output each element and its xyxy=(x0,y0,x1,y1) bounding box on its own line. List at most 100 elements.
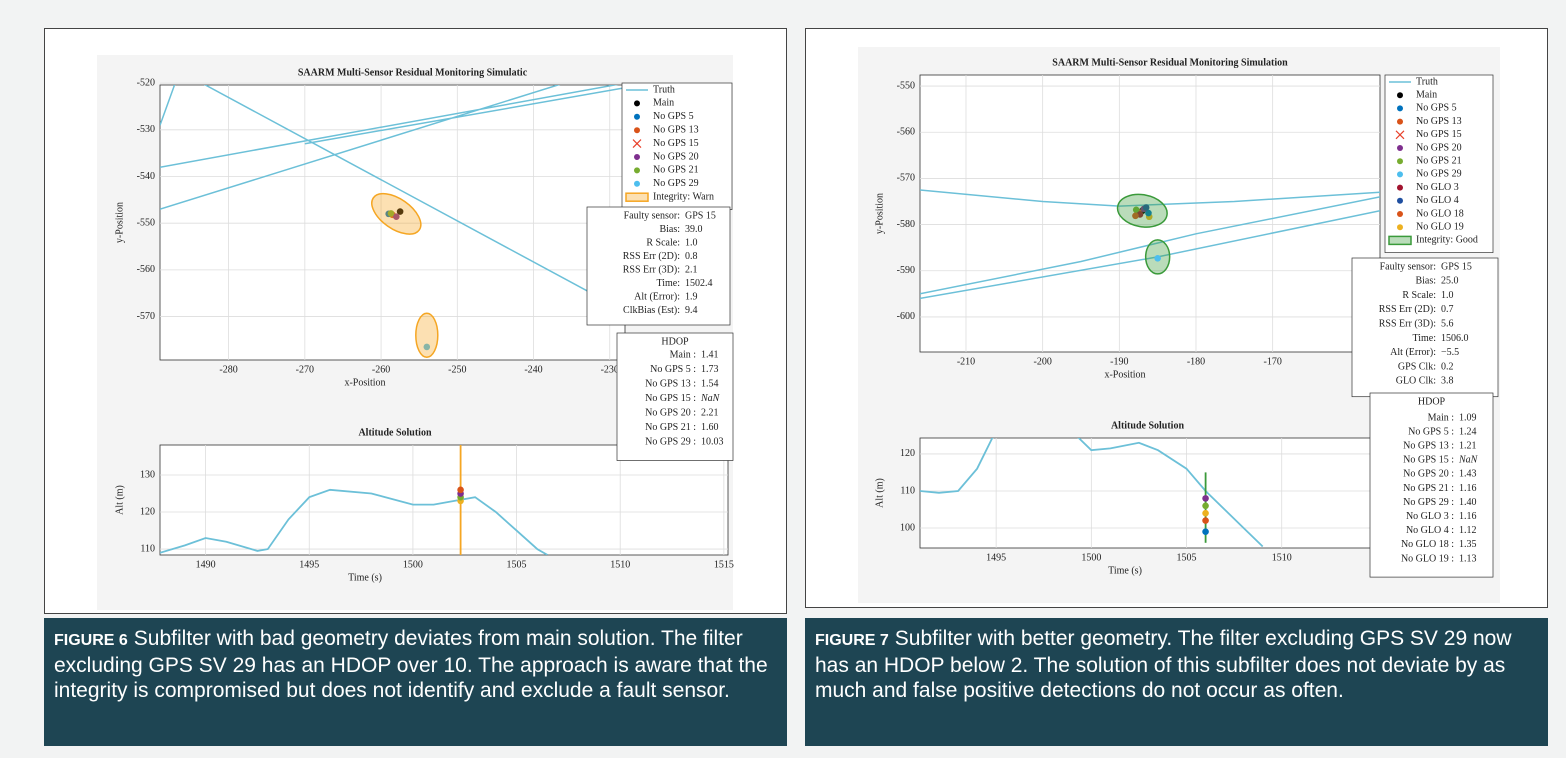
plot-content xyxy=(920,189,1380,300)
point xyxy=(1202,509,1209,517)
info-value: −5.5 xyxy=(1441,347,1459,358)
chart-title: SAARM Multi-Sensor Residual Monitoring S… xyxy=(298,67,528,78)
info-label: RSS Err (2D): xyxy=(1379,304,1436,315)
x-tick-label: -280 xyxy=(219,364,237,375)
y-tick-label: -520 xyxy=(137,77,155,88)
x-tick-label: 1505 xyxy=(507,559,527,570)
hdop-value: 1.54 xyxy=(701,378,719,389)
plot-area xyxy=(919,437,1376,549)
point xyxy=(387,210,395,217)
x-tick-label: 1495 xyxy=(299,559,319,570)
info-label: GLO Clk: xyxy=(1396,376,1436,387)
y-tick-label: -570 xyxy=(897,173,915,184)
legend-label: No GPS 15 xyxy=(653,138,699,149)
hdop-value: 1.21 xyxy=(1459,440,1477,451)
hdop-label: No GPS 20 : xyxy=(1403,469,1454,480)
y-tick-label: 120 xyxy=(900,448,915,459)
legend-swatch xyxy=(632,139,642,149)
x-tick-label: -260 xyxy=(372,364,390,375)
info-value: GPS 15 xyxy=(1441,261,1472,272)
y-axis-label: Alt (m) xyxy=(114,485,125,515)
legend-label: No GLO 19 xyxy=(1416,221,1464,232)
y-tick-label: -600 xyxy=(897,311,915,322)
info-value: 1.0 xyxy=(685,237,698,248)
legend-swatch xyxy=(1397,118,1403,125)
legend xyxy=(1384,74,1494,253)
plot-content xyxy=(920,438,1264,548)
y-tick-label: -530 xyxy=(137,124,155,135)
info-value: 1.0 xyxy=(1441,290,1454,301)
line xyxy=(160,488,549,555)
point xyxy=(1132,212,1139,220)
point xyxy=(1202,495,1209,502)
legend-swatch xyxy=(1397,211,1403,217)
x-tick-label: 1500 xyxy=(1081,552,1101,563)
caption: FIGURE 7 Subfilter with better geometry. … xyxy=(805,618,1548,746)
legend-label: No GPS 21 xyxy=(653,165,699,176)
x-tick-label: 1495 xyxy=(986,552,1006,563)
hdop-label: No GPS 29 : xyxy=(1403,497,1454,508)
hdop-title: HDOP xyxy=(1418,396,1446,407)
info-label: Alt (Error): xyxy=(1390,347,1436,358)
plot-area xyxy=(159,84,626,361)
legend-swatch xyxy=(1397,197,1403,204)
legend-label: No GPS 20 xyxy=(653,151,699,162)
x-axis-label: Time (s) xyxy=(348,572,382,583)
x-tick-label: -170 xyxy=(1263,356,1281,367)
info-value: 0.7 xyxy=(1441,304,1454,315)
legend-swatch xyxy=(1397,158,1403,165)
legend-swatch xyxy=(634,113,640,120)
info-value: 39.0 xyxy=(685,224,703,235)
info-value: 1502.4 xyxy=(685,278,713,289)
info-label: RSS Err (3D): xyxy=(623,264,680,275)
legend-label: No GLO 18 xyxy=(1416,208,1464,219)
hdop-value: 1.16 xyxy=(1459,483,1477,494)
x-tick-label: -240 xyxy=(524,364,542,375)
hdop-label: No GPS 29 : xyxy=(645,436,696,447)
hdop-label: No GPS 13 : xyxy=(645,378,696,389)
legend-label: No GPS 29 xyxy=(1416,169,1462,180)
plot-content xyxy=(160,445,549,555)
plot-content xyxy=(160,85,625,359)
plot-area xyxy=(159,444,729,556)
legend-label: No GPS 13 xyxy=(653,124,699,135)
hdop-value: 10.03 xyxy=(701,436,724,447)
point xyxy=(393,213,400,220)
info-label: Bias: xyxy=(659,224,680,235)
point xyxy=(1142,204,1150,211)
y-tick-label: 110 xyxy=(900,485,915,496)
hdop-box xyxy=(616,332,734,461)
info-value: 0.8 xyxy=(685,251,698,262)
y-tick-label: -580 xyxy=(897,219,915,230)
hdop-label: No GPS 21 : xyxy=(645,422,696,433)
y-tick-label: -560 xyxy=(897,127,915,138)
info-value: 1.9 xyxy=(685,291,698,302)
x-tick-label: -180 xyxy=(1187,356,1205,367)
hdop-value: NaN xyxy=(1458,455,1479,466)
legend-swatch xyxy=(634,180,640,187)
hdop-value: 1.73 xyxy=(701,364,719,375)
info-label: RSS Err (3D): xyxy=(1379,318,1436,329)
point xyxy=(1154,254,1161,262)
legend-label: No GPS 5 xyxy=(653,111,694,122)
info-label: Time: xyxy=(1412,333,1436,344)
legend-label: Truth xyxy=(653,84,675,95)
hdop-value: 2.21 xyxy=(701,407,719,418)
line xyxy=(920,438,1264,548)
y-axis-label: Alt (m) xyxy=(874,478,885,508)
info-value: 0.2 xyxy=(1441,361,1454,372)
point xyxy=(1202,528,1209,536)
x-axis-label: Time (s) xyxy=(1108,565,1142,576)
x-tick-label: -210 xyxy=(957,356,975,367)
info-label: RSS Err (2D): xyxy=(623,251,680,262)
legend-swatch xyxy=(625,192,649,202)
caption-text: Subfilter with bad geometry deviates fro… xyxy=(54,627,768,702)
info-label: Faulty sensor: xyxy=(624,210,680,221)
info-value: 5.6 xyxy=(1441,318,1454,329)
x-tick-label: -200 xyxy=(1033,356,1051,367)
chart-title: Altitude Solution xyxy=(358,427,432,438)
caption-text: Subfilter with better geometry. The filt… xyxy=(815,627,1512,702)
x-tick-label: 1505 xyxy=(1177,552,1197,563)
info-value: GPS 15 xyxy=(685,210,716,221)
